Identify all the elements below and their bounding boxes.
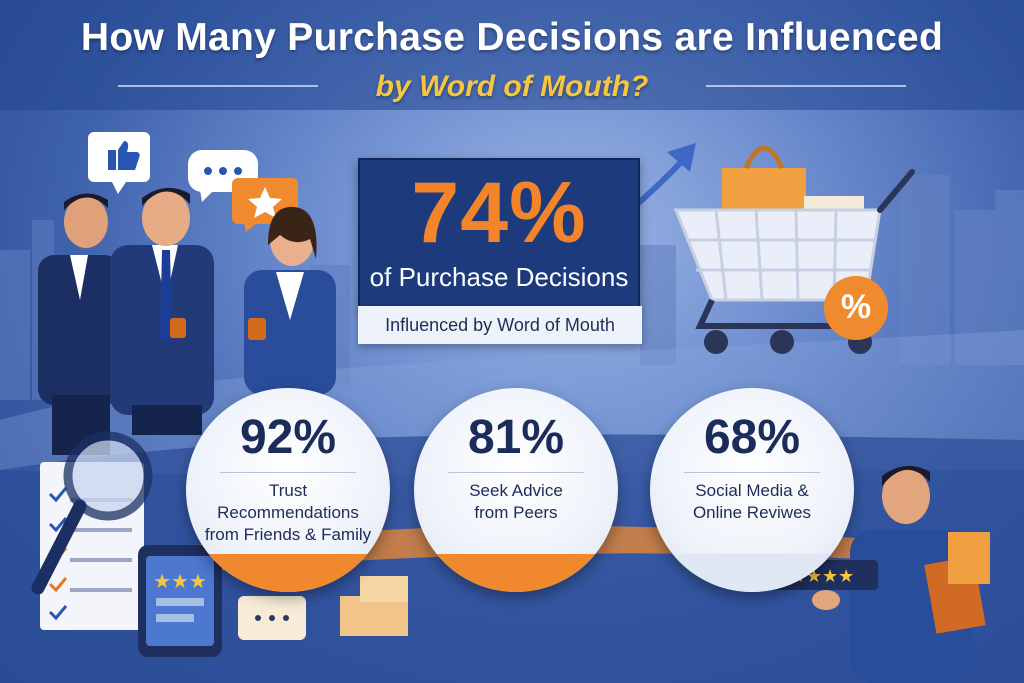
stat-label-line1: Trust Recommendations <box>217 481 359 522</box>
stat-divider <box>448 472 584 473</box>
stat-label-line1: Social Media & <box>695 481 809 500</box>
thumbs-up-icon <box>88 132 150 194</box>
stat-label-line2: from Friends & Family <box>204 525 372 544</box>
title-rule-left <box>118 85 318 87</box>
city-skyline-right <box>640 175 1024 365</box>
hero-stat-value: 74% <box>411 165 587 261</box>
magnifier-icon <box>31 431 153 595</box>
stat-circle-social-media: 68% Social Media & Online Reviwes <box>650 388 854 592</box>
page-title: How Many Purchase Decisions are Influenc… <box>80 16 944 59</box>
stat-label-line2: from Peers <box>474 503 558 522</box>
percent-icon <box>824 276 888 340</box>
business-people-illustration <box>38 187 336 455</box>
percent-badge: % <box>840 288 872 326</box>
stat-circle-peers: 81% Seek Advice from Peers <box>414 388 618 592</box>
stat-label-line1: Seek Advice <box>469 481 563 500</box>
stat-label: Seek Advice from Peers <box>424 480 608 524</box>
stat-circle-friends-family: 92% Trust Recommendations from Friends &… <box>186 388 390 592</box>
stat-circle-accent <box>650 554 854 592</box>
hero-stat-panel: 74% of Purchase Decisions <box>358 158 640 310</box>
stat-value: 81% <box>467 411 565 464</box>
stat-divider <box>220 472 356 473</box>
page-subtitle: by Word of Mouth? <box>375 70 649 103</box>
stat-label-line2: Online Reviwes <box>692 503 812 522</box>
stat-circle-accent <box>186 554 390 592</box>
chat-box-icon <box>238 596 306 640</box>
stat-divider <box>684 472 820 473</box>
stat-value: 68% <box>703 411 801 464</box>
title-rule-right <box>706 85 906 87</box>
hero-stat-label: of Purchase Decisions <box>369 262 629 292</box>
stat-label: Trust Recommendations from Friends & Fam… <box>196 480 380 546</box>
stat-circle-accent <box>414 554 618 592</box>
stat-value: 92% <box>239 411 337 464</box>
stat-label: Social Media & Online Reviwes <box>660 480 844 524</box>
hero-stat-sublabel: Influenced by Word of Mouth <box>358 306 642 344</box>
